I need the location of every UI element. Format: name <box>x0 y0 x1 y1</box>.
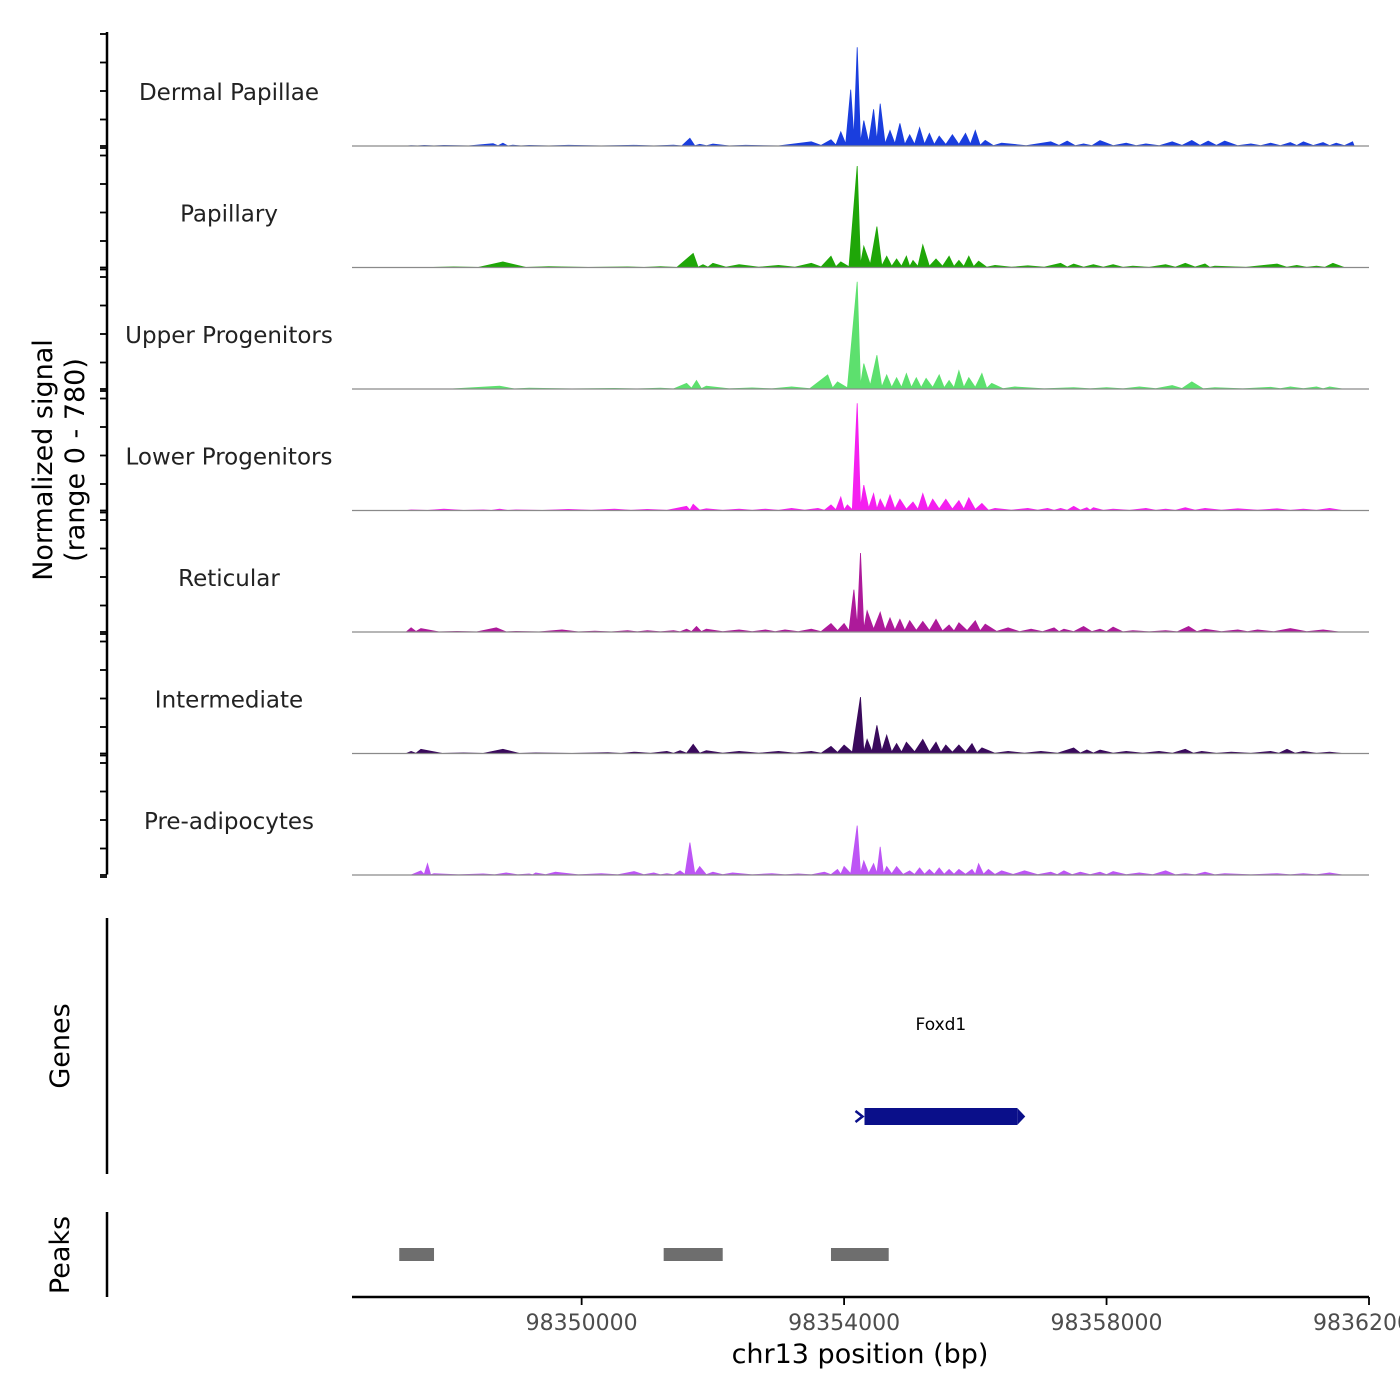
signal-area-3 <box>401 281 1356 390</box>
signal-area-5 <box>401 552 1356 633</box>
track-labels: Dermal Papillae Papillary Upper Progenitor… <box>125 80 333 835</box>
signal-area-2 <box>401 165 1356 268</box>
track-label-5: Reticular <box>178 566 280 592</box>
x-axis-title: chr13 position (bp) <box>732 1339 989 1370</box>
gene-label-1: Foxd1 <box>916 1015 967 1035</box>
x-axis: 98350000 98354000 98358000 98362000 <box>526 1297 1400 1336</box>
x-tick-label: 98358000 <box>1051 1311 1163 1336</box>
y-axis <box>100 32 109 878</box>
genes-track-title: Genes <box>45 1003 76 1088</box>
gene-track: Foxd1 <box>854 1015 1026 1125</box>
gene-body-1 <box>864 1108 1018 1125</box>
peak-region-1 <box>399 1248 435 1261</box>
track-label-6: Intermediate <box>155 688 303 714</box>
signal-area-4 <box>401 403 1356 511</box>
y-axis-title-line1: Normalized signal <box>28 339 59 581</box>
x-tick-label: 98354000 <box>788 1311 900 1336</box>
gene-end-arrow <box>1017 1108 1026 1125</box>
track-label-7: Pre-adipocytes <box>144 809 314 835</box>
signal-tracks <box>352 47 1369 876</box>
peak-track <box>399 1248 889 1261</box>
signal-area-6 <box>401 697 1356 754</box>
x-tick-label: 98350000 <box>526 1311 638 1336</box>
x-tick-label: 98362000 <box>1313 1311 1400 1336</box>
track-label-3: Upper Progenitors <box>125 323 333 349</box>
y-axis-title-line2: (range 0 - 780) <box>60 358 91 562</box>
peak-region-3 <box>830 1248 889 1261</box>
track-label-1: Dermal Papillae <box>139 80 319 106</box>
signal-area-7 <box>401 825 1356 876</box>
track-label-4: Lower Progenitors <box>126 445 333 471</box>
gene-strand-arrow <box>854 1110 865 1123</box>
track-label-2: Papillary <box>180 202 278 228</box>
signal-area-1 <box>401 47 1356 147</box>
peak-region-2 <box>663 1248 723 1261</box>
peaks-track-title: Peaks <box>45 1216 76 1294</box>
